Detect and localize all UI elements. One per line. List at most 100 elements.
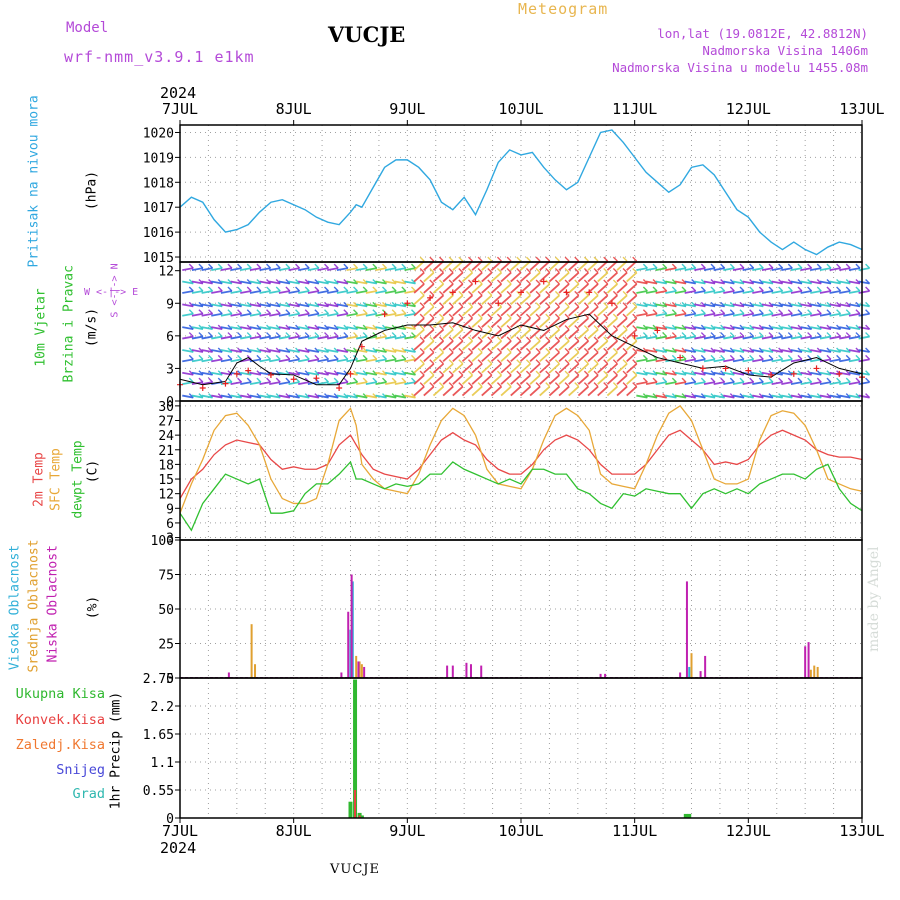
wind-barb xyxy=(545,359,551,365)
wind-barb xyxy=(616,328,628,340)
wind-barb xyxy=(593,268,599,274)
wind-barb xyxy=(266,393,272,399)
wind-barb xyxy=(790,349,803,353)
wind-barb xyxy=(819,394,832,399)
wind-barb xyxy=(516,290,522,296)
wind-barb xyxy=(720,393,726,399)
wind-barb xyxy=(848,381,861,386)
wind-barb xyxy=(810,371,822,376)
wind-barb xyxy=(288,290,300,294)
wind-barb xyxy=(845,324,851,330)
wind-barb xyxy=(826,377,832,383)
wind-barb xyxy=(723,280,735,285)
wind-barb xyxy=(448,268,454,274)
wind-barb xyxy=(771,349,783,353)
wind-barb xyxy=(288,394,300,399)
cloud-low-bar xyxy=(704,655,707,678)
wind-barb xyxy=(269,303,281,308)
wind-barb xyxy=(574,359,580,365)
wind-barb xyxy=(432,283,445,294)
wind-barb xyxy=(713,326,725,331)
wind-barb xyxy=(616,306,628,317)
wind-barb xyxy=(700,332,706,338)
wind-barb xyxy=(636,267,648,272)
wind-barb xyxy=(713,335,725,340)
legend-conv-precip: Konvek.Kisa xyxy=(15,712,105,728)
wind-barb xyxy=(365,371,378,376)
wind-barb xyxy=(665,371,677,376)
wind-barb xyxy=(372,324,378,330)
wind-barb xyxy=(249,303,262,308)
wind-barb xyxy=(314,279,320,285)
wind-barb xyxy=(694,349,706,353)
wind-barb xyxy=(674,326,687,331)
wind-barb xyxy=(829,303,841,308)
wind-barb xyxy=(593,279,599,285)
wind-barb xyxy=(519,374,532,385)
wind-barb xyxy=(230,358,242,363)
wind-barb xyxy=(410,324,416,330)
wind-barb xyxy=(317,326,329,331)
wind-barb xyxy=(500,271,512,283)
wind-barb xyxy=(333,263,339,269)
wind-barb xyxy=(710,393,716,399)
y-tick-label: 27 xyxy=(158,415,174,430)
wind-barb xyxy=(655,280,667,285)
wind-barb xyxy=(385,267,397,272)
wind-barb xyxy=(836,393,842,399)
wind-barb xyxy=(577,306,590,317)
wind-barb xyxy=(622,256,628,262)
wind-barb xyxy=(438,370,444,376)
wind-barb xyxy=(710,286,716,292)
wind-barb xyxy=(419,279,425,285)
y-tick-label: 12 xyxy=(158,265,174,280)
wind-barb xyxy=(237,347,243,353)
wind-barb xyxy=(317,381,329,386)
wind-barb xyxy=(758,347,764,353)
wind-barb xyxy=(749,263,755,269)
wind-barb xyxy=(346,267,358,272)
wind-barb xyxy=(442,340,454,351)
cloud-low-bar xyxy=(340,672,343,678)
wind-barb xyxy=(438,313,444,319)
wind-barb xyxy=(490,363,503,374)
wind-barb xyxy=(713,312,725,317)
wind-barb xyxy=(429,325,435,331)
wind-barb xyxy=(652,332,658,338)
legend-total-precip: Ukupna Kisa xyxy=(15,686,105,702)
wind-barb xyxy=(790,280,803,285)
wind-barb xyxy=(208,377,214,383)
wind-barb xyxy=(632,347,638,353)
wind-barb xyxy=(829,326,841,331)
wind-barb xyxy=(519,385,532,397)
wind-barb xyxy=(645,326,658,331)
wind-barb xyxy=(554,325,560,331)
wind-barb xyxy=(343,309,349,315)
wind-barb xyxy=(333,347,339,353)
wind-barb xyxy=(327,280,339,285)
wind-barb xyxy=(201,381,213,386)
wind-barb xyxy=(564,313,570,319)
wind-barb xyxy=(452,317,464,328)
wind-barb xyxy=(742,326,754,331)
wind-barb xyxy=(761,326,774,331)
wind-barb xyxy=(198,370,204,376)
wind-barb xyxy=(237,301,243,307)
wind-barb xyxy=(626,374,638,385)
wind-barb xyxy=(845,286,851,292)
wind-barb xyxy=(606,363,618,374)
wind-barb xyxy=(781,349,793,353)
wind-barb xyxy=(548,363,561,374)
wind-barb xyxy=(829,394,841,399)
wind-barb xyxy=(391,279,397,285)
wind-barb xyxy=(826,324,832,330)
wind-barb xyxy=(778,393,784,399)
wind-barb xyxy=(593,347,599,353)
wind-barb xyxy=(700,279,706,285)
wind-barb xyxy=(410,279,416,285)
wind-barb xyxy=(506,256,512,262)
wind-barb xyxy=(807,332,813,338)
wind-barb xyxy=(723,394,735,399)
wind-barb xyxy=(564,325,570,331)
wind-barb xyxy=(577,271,590,283)
